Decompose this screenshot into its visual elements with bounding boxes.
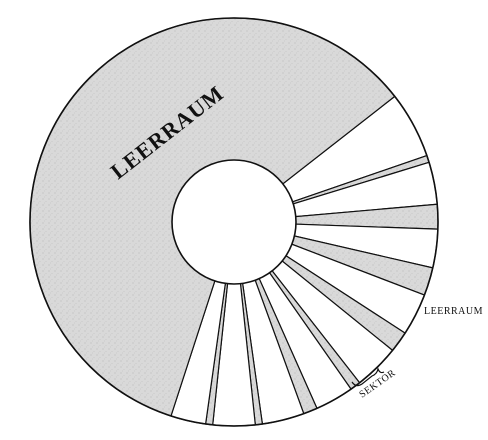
free-space-label-small: LEERRAUM bbox=[424, 306, 483, 317]
disk-outline bbox=[29, 17, 439, 427]
disk-hole bbox=[171, 159, 297, 285]
sector-brace bbox=[351, 366, 385, 387]
